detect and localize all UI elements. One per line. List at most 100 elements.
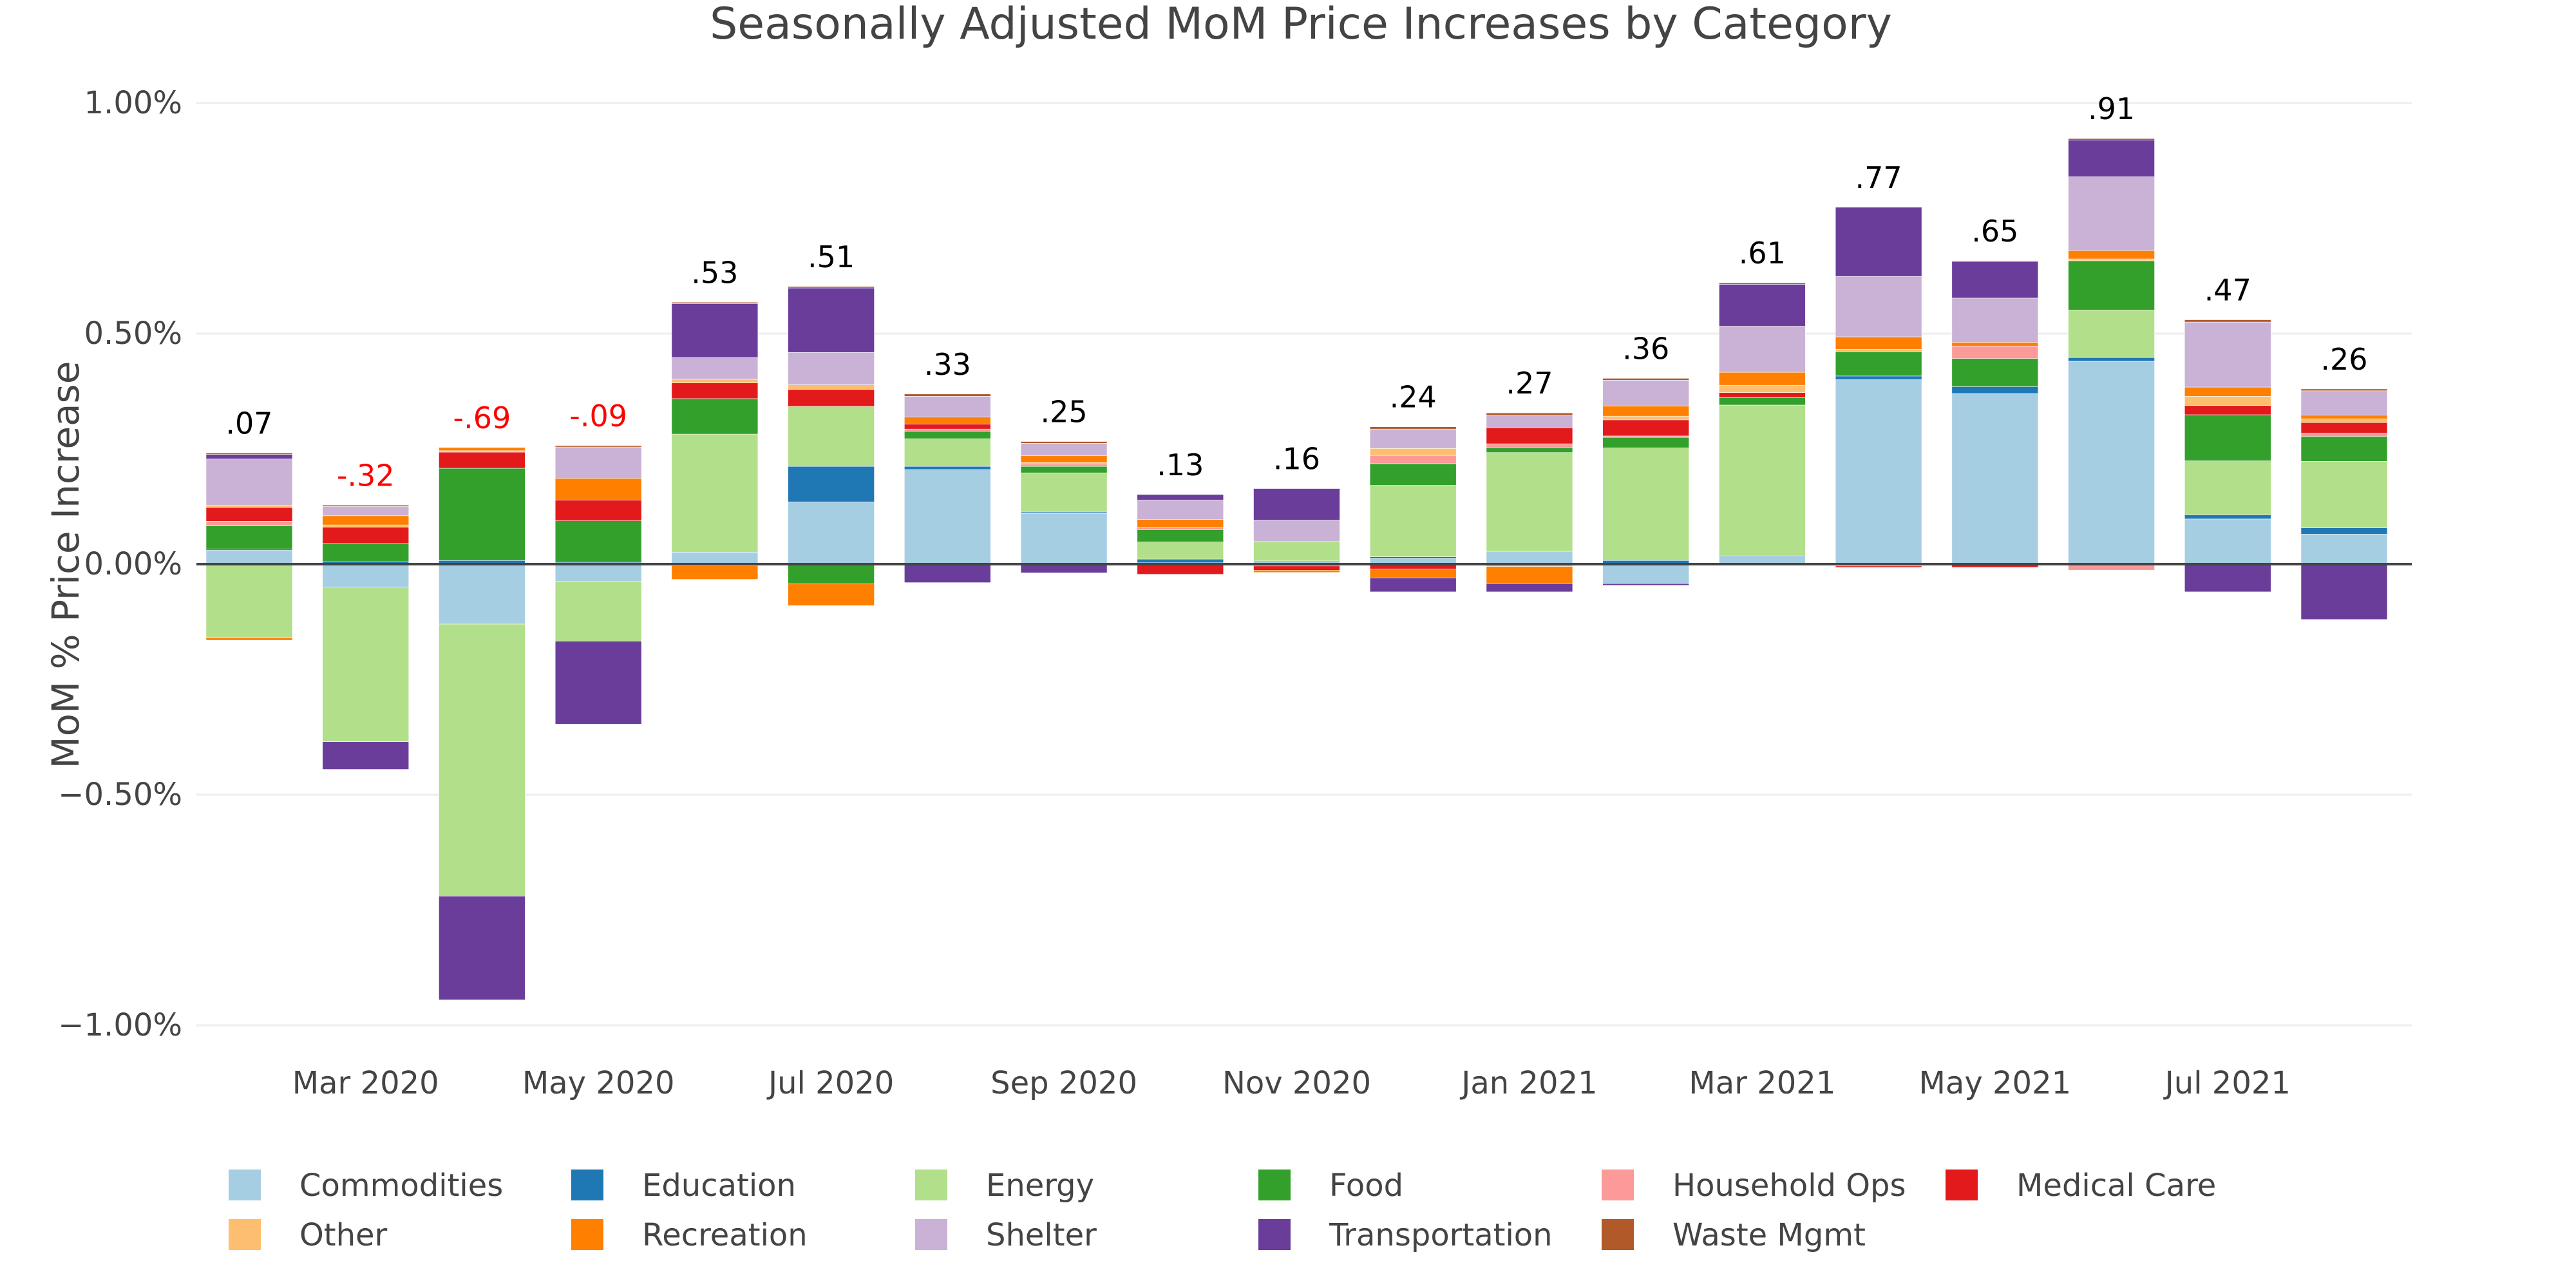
bar-segment-shelter [554,446,642,479]
bar-segment-recreation [1602,406,1689,417]
legend-swatch [571,1170,603,1200]
bar-segment-commodities [205,550,293,565]
bar-segment-recreation [439,447,526,451]
bar-segment-medical-care [205,507,293,522]
bar-segment-food [904,431,991,439]
legend-item: Energy [915,1168,1094,1204]
x-axis-ticks: Mar 2020 May 2020 Jul 2020 Sep 2020 Nov 2020… [292,1065,2291,1101]
bar-segment-energy [1602,448,1689,561]
bar-segment-commodities [904,469,991,565]
bar-stack [439,447,526,1000]
bar-segment-medical-care [788,389,875,407]
bar-segment-energy [2184,460,2271,515]
bar-segment-medical-care [1835,565,1922,568]
bar-segment-medical-care [554,500,642,521]
bar-segment-waste-mgmt [2300,388,2388,392]
bar-segment-medical-care [1137,564,1224,575]
bar-segment-food [1719,397,1806,406]
bar-segment-education [2184,515,2271,520]
bar-segment-food [1602,437,1689,448]
total-label: .26 [2320,342,2367,377]
bar-segment-food [554,520,642,563]
bar-segment-transportation [1020,564,1108,573]
x-tick-label: Sep 2020 [990,1065,1137,1101]
bar-segment-energy [1137,542,1224,560]
bar-segment-transportation [2184,564,2271,592]
bar-segment-recreation [671,565,759,580]
x-tick-label: Mar 2021 [1689,1065,1835,1101]
bar-segment-recreation [1020,455,1108,463]
bar-segment-transportation [1602,583,1689,586]
legend-label: Waste Mgmt [1672,1217,1866,1253]
y-axis-ticks: 1.00% 0.50% 0.00% −0.50% −1.00% [58,85,182,1043]
bar-segment-transportation [788,287,875,353]
bar-stack [554,445,642,724]
bar-segment-energy [205,564,293,638]
bar-segment-medical-care [322,527,410,544]
bar-segment-shelter [1486,415,1573,428]
bar-stack [1253,488,1340,573]
total-labels: .07 -.32 -.69 -.09 .53 .51 .33 .25 .13 .16 .24 .27.… [225,91,2367,493]
bar-stack [671,302,759,580]
legend-item: Waste Mgmt [1602,1217,1866,1253]
bar-segment-waste-mgmt [554,445,642,448]
bar-segment-waste-mgmt [1369,426,1457,430]
legend-swatch [915,1170,947,1200]
bar-segment-shelter [671,357,759,380]
gridlines [196,102,2412,1027]
bar-segment-recreation [904,417,991,424]
x-tick-label: Mar 2020 [292,1065,439,1101]
legend-item: Medical Care [1946,1168,2216,1204]
bar-segment-commodities [1835,379,1922,565]
bar-segment-education [1137,558,1224,564]
bar-stack [205,453,293,641]
bar-stack [2068,138,2155,570]
chart-title: Seasonally Adjusted MoM Price Increases … [710,0,1892,50]
bar-segment-recreation [2068,250,2155,260]
bar-segment-waste-mgmt [2068,138,2155,140]
bar-segment-commodities [2184,518,2271,565]
bar-segment-commodities [554,564,642,582]
bar-segment-waste-mgmt [671,302,759,304]
bar-stack [1719,282,1806,565]
bar-segment-other [439,450,526,453]
bar-segment-food [439,468,526,561]
bar-segment-transportation [2300,564,2388,620]
bar-segment-household-ops [205,521,293,526]
x-tick-label: May 2020 [522,1065,675,1101]
bar-segment-shelter [1137,500,1224,520]
bar-segment-household-ops [1369,455,1457,464]
bar-segment-other [1020,462,1108,464]
bar-segment-household-ops [1486,443,1573,448]
bar-segment-waste-mgmt [1486,412,1573,416]
legend-swatch [1258,1170,1291,1200]
total-label: .47 [2204,273,2251,308]
bar-segment-medical-care [2184,405,2271,415]
total-label: .07 [225,406,272,440]
bar-segment-shelter [788,352,875,385]
bar-stack [1835,207,1922,568]
bar-segment-education [2300,527,2388,535]
bar-segment-recreation [788,583,875,606]
bar-segment-energy [2068,310,2155,358]
bar-segment-commodities [1486,551,1573,565]
legend-label: Food [1329,1168,1403,1204]
bar-segment-energy [1253,541,1340,562]
legend-label: Education [642,1168,796,1204]
legend-item: Shelter [915,1217,1097,1253]
bar-segment-medical-care [904,424,991,430]
bar-segment-shelter [2068,176,2155,251]
legend-swatch [1602,1170,1634,1200]
legend-swatch [915,1219,947,1250]
bar-segment-commodities [439,564,526,625]
bar-stack [1951,260,2039,568]
bar-segment-recreation [1253,570,1340,573]
bar-segment-food [205,526,293,549]
bar-segment-commodities [2068,361,2155,565]
legend-item: Household Ops [1602,1168,1906,1204]
bar-segment-shelter [1253,520,1340,542]
bar-segment-commodities [1602,564,1689,584]
bar-stack [788,286,875,606]
legend-label: Medical Care [2016,1168,2216,1204]
bar-segment-medical-care [1486,427,1573,444]
